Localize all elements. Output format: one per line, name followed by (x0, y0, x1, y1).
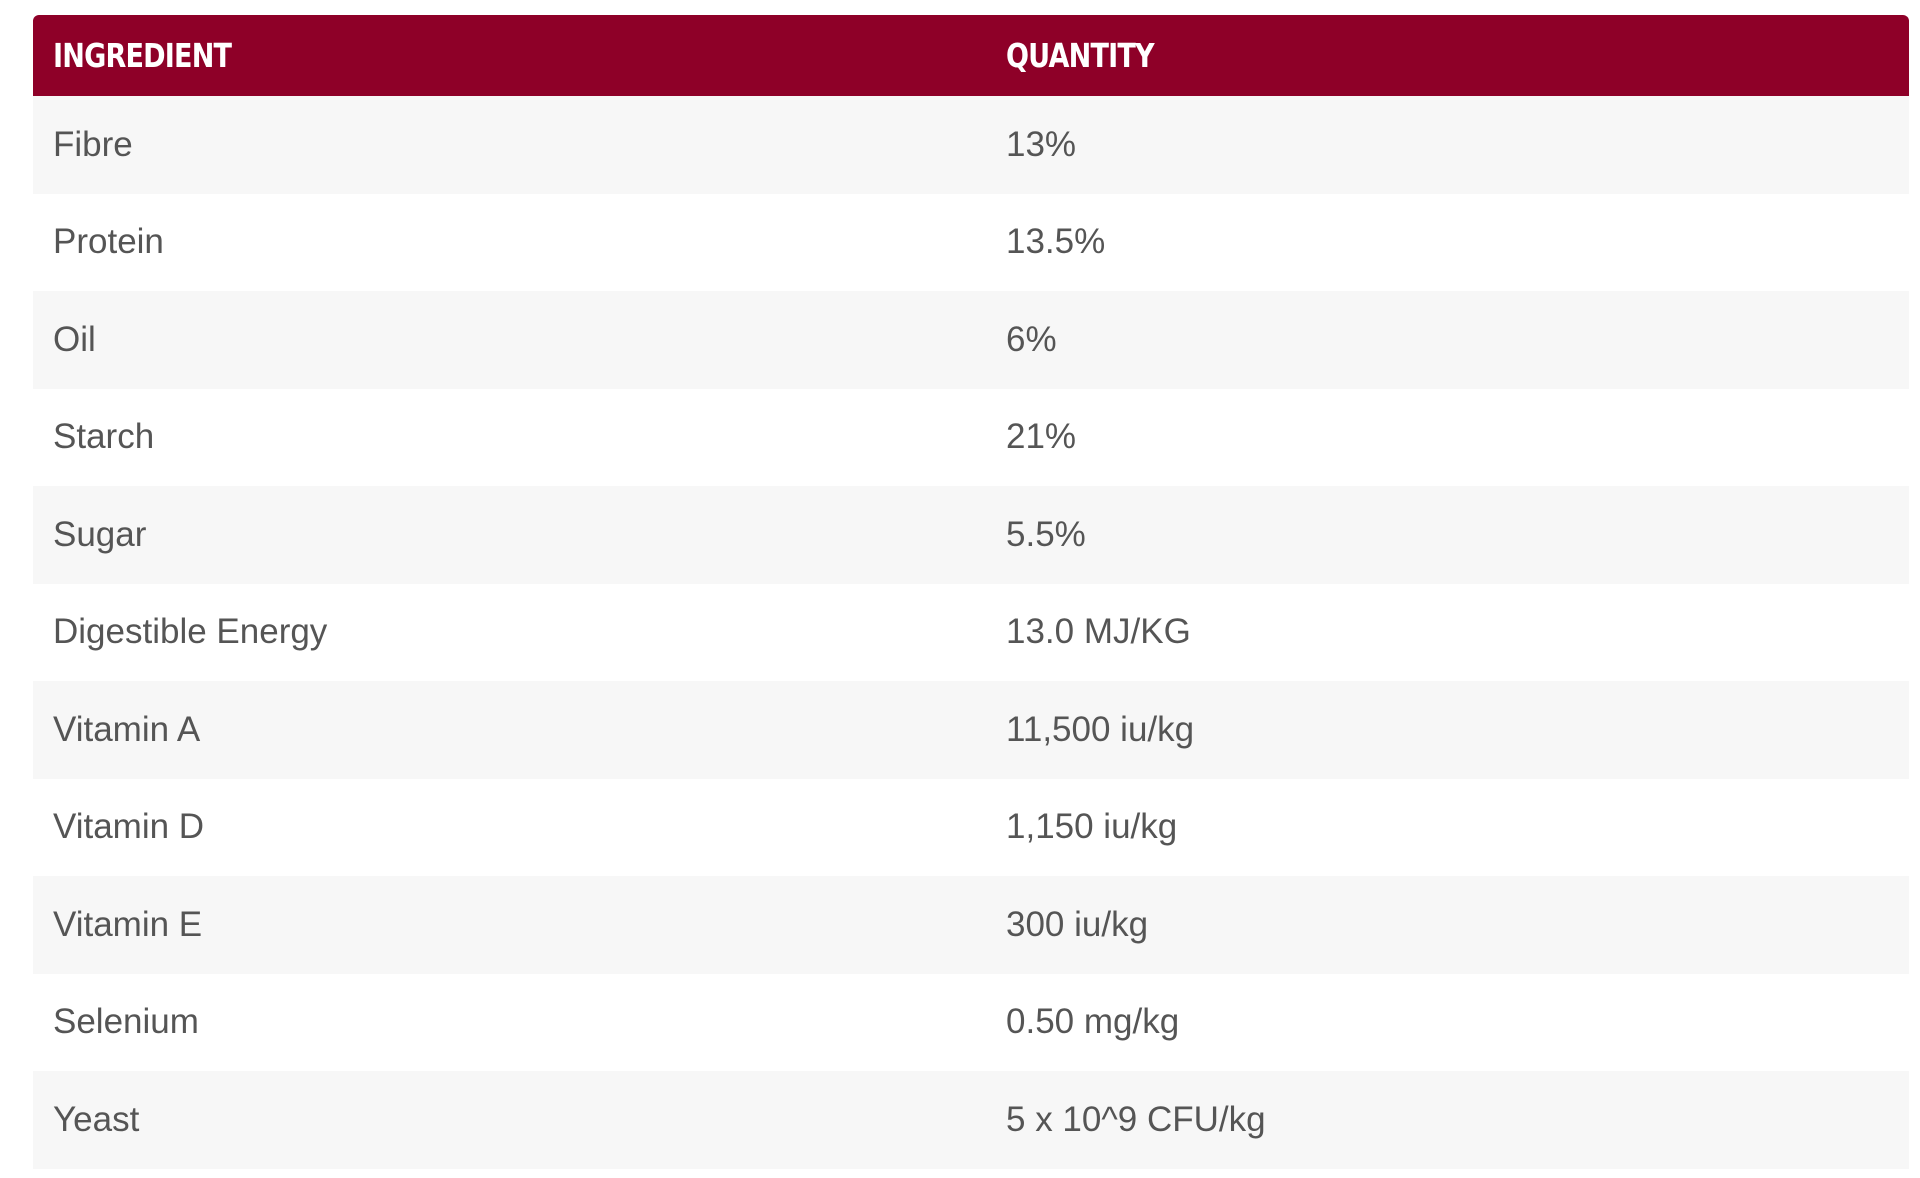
table-header-row: INGREDIENT QUANTITY (33, 15, 1909, 96)
table-row: Vitamin D 1,150 iu/kg (33, 778, 1909, 876)
header-quantity-label: QUANTITY (1006, 36, 1155, 75)
ingredient-cell: Selenium (33, 973, 986, 1071)
table-row: Fibre 13% (33, 96, 1909, 194)
ingredient-cell: Fibre (33, 96, 986, 194)
quantity-cell: 1,150 iu/kg (986, 778, 1909, 876)
table-row: Selenium 0.50 mg/kg (33, 973, 1909, 1071)
ingredient-cell: Vitamin E (33, 876, 986, 974)
ingredient-cell: Vitamin D (33, 778, 986, 876)
quantity-cell: 21% (986, 388, 1909, 486)
ingredient-cell: Digestible Energy (33, 583, 986, 681)
quantity-cell: 11,500 iu/kg (986, 681, 1909, 779)
table-row: Sugar 5.5% (33, 486, 1909, 584)
quantity-cell: 13.5% (986, 193, 1909, 291)
table-row: Protein 13.5% (33, 193, 1909, 291)
quantity-cell: 300 iu/kg (986, 876, 1909, 974)
table-body: Fibre 13% Protein 13.5% Oil 6% Starch 21% Su… (33, 96, 1909, 1169)
ingredient-cell: Sugar (33, 486, 986, 584)
table-row: Vitamin A 11,500 iu/kg (33, 681, 1909, 779)
quantity-cell: 6% (986, 291, 1909, 389)
header-quantity: QUANTITY (986, 15, 1909, 96)
header-ingredient-label: INGREDIENT (53, 36, 232, 75)
quantity-cell: 0.50 mg/kg (986, 973, 1909, 1071)
ingredient-cell: Oil (33, 291, 986, 389)
table-row: Digestible Energy 13.0 MJ/KG (33, 583, 1909, 681)
ingredient-cell: Yeast (33, 1071, 986, 1169)
table-row: Yeast 5 x 10^9 CFU/kg (33, 1071, 1909, 1169)
ingredient-cell: Protein (33, 193, 986, 291)
ingredient-cell: Starch (33, 388, 986, 486)
table-row: Oil 6% (33, 291, 1909, 389)
quantity-cell: 5 x 10^9 CFU/kg (986, 1071, 1909, 1169)
ingredient-cell: Vitamin A (33, 681, 986, 779)
ingredient-table: INGREDIENT QUANTITY Fibre 13% Protein 13.5… (33, 15, 1909, 1169)
table-header: INGREDIENT QUANTITY (33, 15, 1909, 96)
quantity-cell: 13.0 MJ/KG (986, 583, 1909, 681)
quantity-cell: 5.5% (986, 486, 1909, 584)
table-row: Starch 21% (33, 388, 1909, 486)
quantity-cell: 13% (986, 96, 1909, 194)
table-row: Vitamin E 300 iu/kg (33, 876, 1909, 974)
header-ingredient: INGREDIENT (33, 15, 986, 96)
